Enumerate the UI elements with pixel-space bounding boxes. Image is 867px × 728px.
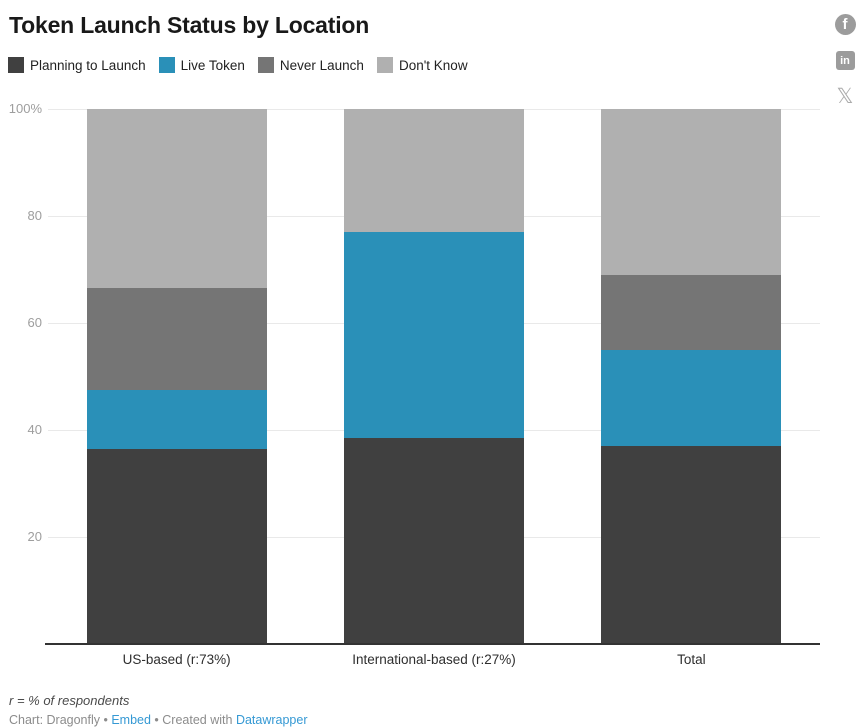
- credit-text: Chart: Dragonfly: [9, 713, 101, 727]
- legend-item-2: Live Token: [158, 57, 245, 73]
- x-axis-line: [45, 643, 820, 645]
- legend-label: Never Launch: [279, 57, 364, 73]
- bar-column: [344, 109, 524, 644]
- legend-label: Planning to Launch: [30, 57, 146, 73]
- bar-segment-never-launch[interactable]: [601, 274, 782, 350]
- bar-segment-live-token[interactable]: [601, 349, 782, 447]
- y-tick-label: 80: [27, 208, 42, 223]
- bar-column: [601, 109, 782, 644]
- bar-segment-planning-to-launch[interactable]: [344, 438, 524, 644]
- bar-column: [86, 109, 267, 644]
- attribution-line: Chart: Dragonfly • Embed • Created with …: [9, 713, 308, 727]
- legend-item-3: Never Launch: [257, 57, 364, 73]
- credit-separator: •: [100, 713, 112, 727]
- y-tick-label: 100%: [8, 101, 42, 116]
- page-title: Token Launch Status by Location: [9, 12, 370, 38]
- datawrapper-link[interactable]: Datawrapper: [235, 713, 308, 727]
- bar-segment-don-t-know[interactable]: [344, 109, 524, 233]
- footnote: r = % of respondents: [9, 693, 130, 708]
- linkedin-share-icon[interactable]: in: [835, 51, 855, 70]
- legend-item-4: Don't Know: [376, 57, 468, 73]
- y-tick-label: 20: [27, 529, 42, 544]
- y-tick-label: 40: [27, 422, 42, 437]
- chart-legend: Planning to Launch Live Token Never Launch…: [8, 57, 468, 73]
- legend-swatch-icon: [376, 57, 393, 73]
- share-toolbar: f in 𝕏: [834, 14, 856, 108]
- embed-link[interactable]: Embed: [111, 713, 151, 727]
- x-axis-label: International-based (r:27%): [352, 652, 516, 667]
- x-twitter-share-icon[interactable]: 𝕏: [836, 85, 854, 108]
- bar-segment-don-t-know[interactable]: [86, 109, 267, 289]
- legend-swatch-icon: [8, 57, 24, 73]
- legend-swatch-icon: [158, 57, 175, 73]
- x-axis-label: Total: [677, 652, 706, 667]
- bar-segment-live-token[interactable]: [86, 389, 267, 449]
- bar-segment-don-t-know[interactable]: [601, 109, 782, 275]
- bar-segment-planning-to-launch[interactable]: [601, 446, 782, 644]
- x-axis-label: US-based (r:73%): [122, 652, 231, 667]
- legend-item-1: Planning to Launch: [8, 57, 146, 73]
- bar-segment-planning-to-launch[interactable]: [86, 448, 267, 644]
- facebook-share-icon[interactable]: f: [834, 14, 856, 35]
- bar-segment-never-launch[interactable]: [86, 288, 267, 390]
- legend-label: Don't Know: [398, 57, 468, 73]
- plot-area: [48, 109, 820, 644]
- y-tick-label: 60: [27, 315, 42, 330]
- credit-text: Created with: [162, 713, 236, 727]
- bar-segment-live-token[interactable]: [344, 232, 524, 439]
- credit-separator: •: [150, 713, 163, 727]
- legend-label: Live Token: [180, 57, 245, 73]
- legend-swatch-icon: [257, 57, 274, 73]
